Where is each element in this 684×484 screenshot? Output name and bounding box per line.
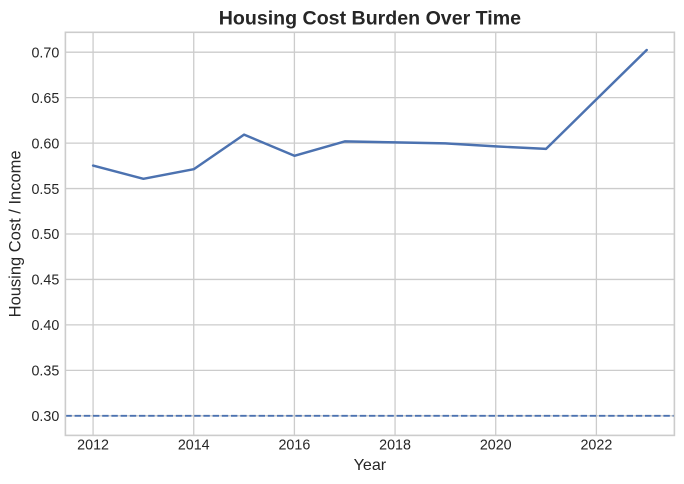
svg-text:2018: 2018 bbox=[379, 438, 411, 454]
svg-text:2022: 2022 bbox=[580, 438, 612, 454]
svg-text:2020: 2020 bbox=[480, 438, 512, 454]
svg-text:0.30: 0.30 bbox=[31, 409, 59, 425]
svg-text:Housing Cost / Income: Housing Cost / Income bbox=[7, 150, 25, 317]
svg-text:0.65: 0.65 bbox=[31, 91, 59, 107]
svg-text:0.50: 0.50 bbox=[31, 227, 59, 243]
svg-text:0.45: 0.45 bbox=[31, 273, 59, 289]
svg-text:Year: Year bbox=[354, 456, 387, 474]
svg-text:2014: 2014 bbox=[178, 438, 210, 454]
svg-text:0.35: 0.35 bbox=[31, 364, 59, 380]
svg-text:0.60: 0.60 bbox=[31, 136, 59, 152]
svg-text:0.40: 0.40 bbox=[31, 318, 59, 334]
svg-text:Housing Cost Burden Over Time: Housing Cost Burden Over Time bbox=[219, 7, 521, 29]
svg-text:2012: 2012 bbox=[77, 438, 109, 454]
svg-text:0.70: 0.70 bbox=[31, 45, 59, 61]
svg-text:2016: 2016 bbox=[278, 438, 310, 454]
svg-text:0.55: 0.55 bbox=[31, 182, 59, 198]
